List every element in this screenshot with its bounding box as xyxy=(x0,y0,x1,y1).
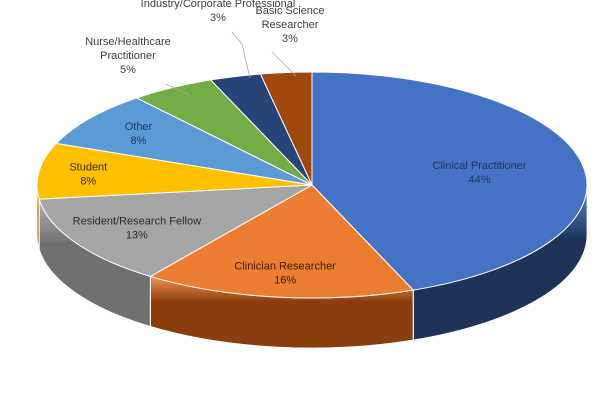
slice-other xyxy=(55,97,313,186)
category-label: Clinical Practitioner xyxy=(432,160,526,172)
leader-line-basic-science-researcher xyxy=(271,51,297,77)
value-label: 3% xyxy=(282,33,298,45)
leader-lines-layer xyxy=(165,31,297,96)
category-label: Clinician Researcher xyxy=(234,260,336,272)
category-label: Industry/Corporate Professional xyxy=(141,0,296,10)
data-label-resident-research-fellow: Resident/Research Fellow 13% xyxy=(73,216,201,242)
data-label-student: Student 8% xyxy=(69,161,107,187)
data-label-clinician-researcher: Clinician Researcher 16% xyxy=(234,260,336,286)
value-label: 8% xyxy=(131,135,147,147)
data-label-industry-corporate-professional: Industry/Corporate Professional 3% xyxy=(141,0,296,24)
data-label-basic-science-researcher: Basic Science Researcher 3% xyxy=(255,5,324,45)
data-label-clinical-practitioner: Clinical Practitioner 44% xyxy=(432,160,526,186)
leader-line-nurse-healthcare-practitioner xyxy=(165,83,191,96)
slice-resident-research-fellow xyxy=(38,184,313,277)
value-label: 5% xyxy=(120,64,136,76)
slice-student xyxy=(36,142,313,200)
pie-slices-layer xyxy=(36,71,588,299)
data-label-other: Other 8% xyxy=(125,121,153,147)
category-label: Student xyxy=(69,161,107,173)
category-label: Other xyxy=(125,121,153,133)
category-label: Practitioner xyxy=(100,50,156,62)
data-label-nurse-healthcare-practitioner: Nurse/Healthcare Practitioner 5% xyxy=(85,36,171,76)
data-labels-layer: Clinical Practitioner 44% Clinician Resear… xyxy=(69,0,527,286)
category-label: Basic Science xyxy=(255,5,324,17)
value-label: 44% xyxy=(468,174,490,186)
category-label: Researcher xyxy=(262,19,319,31)
leader-line-industry-corporate-professional xyxy=(231,31,251,79)
category-label: Resident/Research Fellow xyxy=(73,216,201,228)
value-label: 3% xyxy=(210,12,226,24)
value-label: 16% xyxy=(274,274,296,286)
value-label: 8% xyxy=(80,175,96,187)
category-label: Nurse/Healthcare xyxy=(85,36,171,48)
slice-clinical-practitioner xyxy=(311,71,588,291)
slice-basic-science-researcher xyxy=(259,71,313,186)
value-label: 13% xyxy=(126,230,148,242)
slice-clinician-researcher xyxy=(149,184,415,299)
